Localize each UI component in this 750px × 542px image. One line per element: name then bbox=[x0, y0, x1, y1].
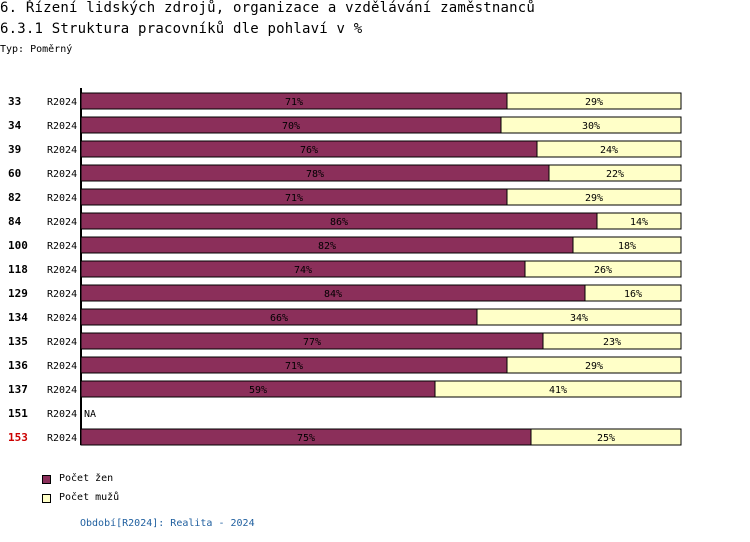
category-label-136: 136 bbox=[8, 359, 28, 372]
bar-label-men-129: 16% bbox=[624, 289, 642, 300]
bar-label-women-153: 75% bbox=[297, 433, 315, 444]
bar-men-118 bbox=[524, 260, 682, 278]
bar-label-women-129: 84% bbox=[324, 289, 342, 300]
bar-men-134 bbox=[476, 308, 682, 326]
bar-label-men-137: 41% bbox=[549, 385, 567, 396]
bar-label-women-84: 86% bbox=[330, 217, 348, 228]
bar-men-84 bbox=[596, 212, 682, 230]
bar-men-153 bbox=[530, 428, 682, 446]
legend-swatch-women bbox=[42, 474, 51, 484]
bar-label-women-33: 71% bbox=[285, 97, 303, 108]
period-label-34: R2024 bbox=[47, 121, 77, 132]
na-label-151: NA bbox=[84, 409, 96, 420]
category-label-151: 151 bbox=[8, 407, 28, 420]
period-label-33: R2024 bbox=[47, 97, 77, 108]
bar-label-women-136: 71% bbox=[285, 361, 303, 372]
bar-label-men-153: 25% bbox=[597, 433, 615, 444]
period-label-118: R2024 bbox=[47, 265, 77, 276]
legend-item-women: Počet žen bbox=[42, 473, 113, 485]
period-label-60: R2024 bbox=[47, 169, 77, 180]
category-label-135: 135 bbox=[8, 335, 28, 348]
category-label-137: 137 bbox=[8, 383, 28, 396]
bar-men-39 bbox=[536, 140, 682, 158]
bar-label-men-33: 29% bbox=[585, 97, 603, 108]
category-label-84: 84 bbox=[8, 215, 22, 228]
stacked-bar-chart: 33 R2024 71% 29% 34 R2024 70% 30% 39 R2024 76% 24% 6… bbox=[8, 88, 682, 446]
bar-label-men-135: 23% bbox=[603, 337, 621, 348]
bar-label-women-118: 74% bbox=[294, 265, 312, 276]
legend-label-women: Počet žen bbox=[59, 473, 114, 484]
bar-label-women-100: 82% bbox=[318, 241, 336, 252]
period-label-84: R2024 bbox=[47, 217, 77, 228]
bar-label-men-39: 24% bbox=[600, 145, 618, 156]
bar-label-men-82: 29% bbox=[585, 193, 603, 204]
category-label-100: 100 bbox=[8, 239, 28, 252]
bar-label-women-34: 70% bbox=[282, 121, 300, 132]
chart-section-title: 6. Řízení lidských zdrojů, organizace a … bbox=[0, 0, 535, 16]
chart-type-label: Typ: Poměrný bbox=[0, 44, 73, 55]
legend-label-men: Počet mužů bbox=[59, 492, 120, 503]
category-label-34: 34 bbox=[8, 119, 22, 132]
category-label-118: 118 bbox=[8, 263, 28, 276]
bar-label-women-82: 71% bbox=[285, 193, 303, 204]
period-label-39: R2024 bbox=[47, 145, 77, 156]
bar-men-129 bbox=[584, 284, 682, 302]
period-label-100: R2024 bbox=[47, 241, 77, 252]
category-label-129: 129 bbox=[8, 287, 28, 300]
chart-title: 6.3.1 Struktura pracovníků dle pohlaví v… bbox=[0, 21, 363, 37]
bar-label-women-60: 78% bbox=[306, 169, 324, 180]
period-label-151: R2024 bbox=[47, 409, 77, 420]
bar-label-men-136: 29% bbox=[585, 361, 603, 372]
category-label-82: 82 bbox=[8, 191, 21, 204]
bar-label-men-118: 26% bbox=[594, 265, 612, 276]
category-label-33: 33 bbox=[8, 95, 21, 108]
period-label-136: R2024 bbox=[47, 361, 77, 372]
category-label-60: 60 bbox=[8, 167, 21, 180]
category-label-134: 134 bbox=[8, 311, 28, 324]
period-footnote: Období[R2024]: Realita - 2024 bbox=[80, 518, 255, 529]
period-label-82: R2024 bbox=[47, 193, 77, 204]
bar-label-men-34: 30% bbox=[582, 121, 600, 132]
category-label-153: 153 bbox=[8, 431, 28, 444]
bar-label-men-60: 22% bbox=[606, 169, 624, 180]
bar-label-men-84: 14% bbox=[630, 217, 648, 228]
bar-label-women-135: 77% bbox=[303, 337, 321, 348]
period-label-135: R2024 bbox=[47, 337, 77, 348]
bar-men-34 bbox=[500, 116, 682, 134]
bar-label-women-39: 76% bbox=[300, 145, 318, 156]
legend-swatch-men bbox=[42, 493, 51, 503]
bar-men-136 bbox=[506, 356, 682, 374]
bar-label-women-137: 59% bbox=[249, 385, 267, 396]
bar-label-men-134: 34% bbox=[570, 313, 588, 324]
category-label-39: 39 bbox=[8, 143, 21, 156]
bar-men-60 bbox=[548, 164, 682, 182]
period-label-134: R2024 bbox=[47, 313, 77, 324]
bar-label-women-134: 66% bbox=[270, 313, 288, 324]
period-label-129: R2024 bbox=[47, 289, 77, 300]
bar-label-men-100: 18% bbox=[618, 241, 636, 252]
bar-men-33 bbox=[506, 92, 682, 110]
legend-item-men: Počet mužů bbox=[42, 492, 119, 504]
period-label-137: R2024 bbox=[47, 385, 77, 396]
period-label-153: R2024 bbox=[47, 433, 77, 444]
bar-men-82 bbox=[506, 188, 682, 206]
bar-men-137 bbox=[434, 380, 682, 398]
bar-men-135 bbox=[542, 332, 682, 350]
bar-men-100 bbox=[572, 236, 682, 254]
